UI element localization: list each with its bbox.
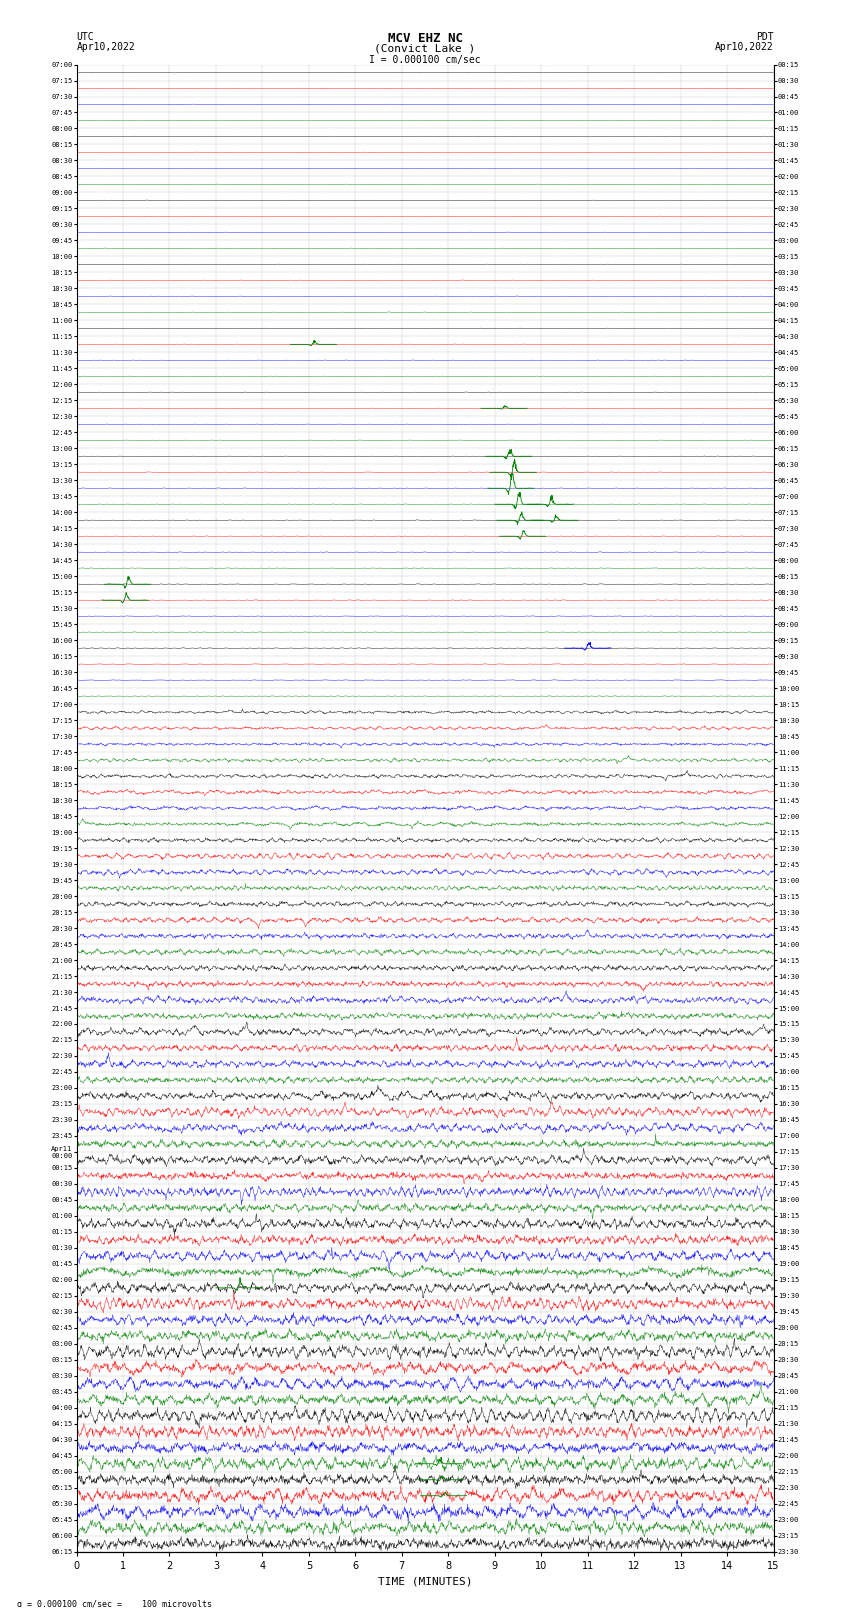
Text: I = 0.000100 cm/sec: I = 0.000100 cm/sec — [369, 55, 481, 65]
Text: ɑ = 0.000100 cm/sec =    100 microvolts: ɑ = 0.000100 cm/sec = 100 microvolts — [17, 1598, 212, 1608]
Text: UTC: UTC — [76, 32, 94, 42]
Text: Apr10,2022: Apr10,2022 — [76, 42, 135, 52]
Text: PDT: PDT — [756, 32, 774, 42]
Text: MCV EHZ NC: MCV EHZ NC — [388, 32, 462, 45]
Text: Apr10,2022: Apr10,2022 — [715, 42, 774, 52]
Text: (Convict Lake ): (Convict Lake ) — [374, 44, 476, 53]
X-axis label: TIME (MINUTES): TIME (MINUTES) — [377, 1576, 473, 1586]
